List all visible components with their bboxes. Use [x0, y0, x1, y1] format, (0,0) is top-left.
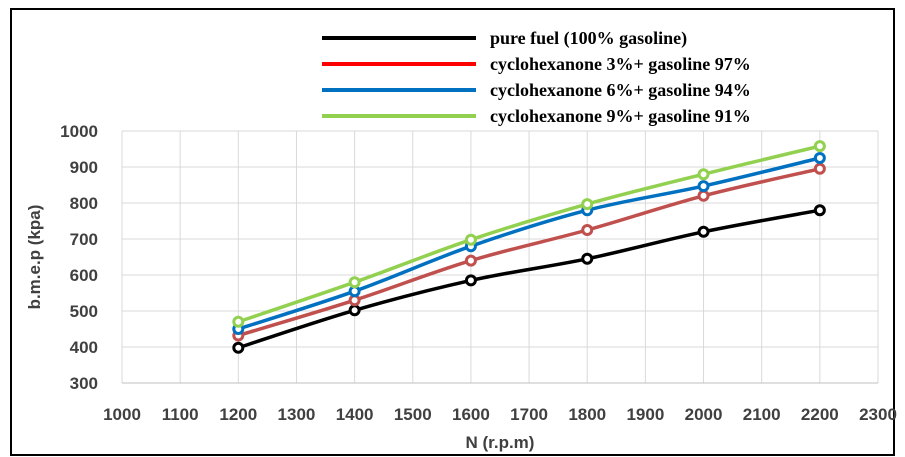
y-tick-label: 700 [70, 230, 98, 249]
x-tick-label: 1500 [394, 405, 432, 424]
data-point [464, 274, 477, 287]
x-tick-label: 1100 [162, 405, 199, 424]
x-tick-label: 2000 [685, 405, 723, 424]
y-tick-label: 400 [70, 338, 98, 357]
series-line-3 [237, 156, 821, 331]
y-axis-title: b.m.e.p (kpa) [25, 205, 44, 310]
legend-label: pure fuel (100% gasoline) [490, 28, 687, 49]
legend: pure fuel (100% gasoline) cyclohexanone 3… [322, 28, 751, 126]
data-point [697, 189, 710, 202]
legend-label: cyclohexanone 9%+ gasoline 91% [490, 106, 751, 126]
data-point [581, 198, 594, 211]
data-point [464, 233, 477, 246]
plot-series [232, 140, 826, 354]
x-tick-label: 2100 [743, 405, 781, 424]
series-line-4 [237, 144, 821, 324]
data-point [697, 225, 710, 238]
data-point [813, 162, 826, 175]
x-tick-label: 1900 [626, 405, 664, 424]
x-tick-label: 2200 [801, 405, 839, 424]
y-tick-label: 600 [70, 266, 98, 285]
x-tick-label: 2300 [859, 405, 897, 424]
chart-frame [10, 8, 895, 456]
legend-label: cyclohexanone 3%+ gasoline 97% [490, 54, 751, 74]
data-point [232, 315, 245, 328]
x-tick-label: 1200 [219, 405, 257, 424]
x-axis-title: N (r.p.m) [466, 433, 535, 452]
legend-label: cyclohexanone 6%+ gasoline 94% [490, 80, 751, 100]
y-tick-label: 800 [70, 194, 98, 213]
x-tick-label: 1700 [510, 405, 548, 424]
x-tick-label: 1300 [278, 405, 316, 424]
data-point [697, 168, 710, 181]
y-tick-label: 900 [70, 158, 98, 177]
data-point [813, 140, 826, 153]
axes: 300 400 500 600 700 800 900 1000 1000 1100 1200 130… [60, 122, 897, 424]
data-point [348, 276, 361, 289]
data-point [813, 152, 826, 164]
x-tick-label: 1000 [103, 405, 141, 424]
y-tick-label: 300 [70, 374, 98, 393]
data-point [464, 254, 477, 267]
series-line-1 [237, 208, 821, 350]
x-tick-label: 1600 [452, 405, 490, 424]
data-point [581, 224, 594, 236]
data-point [348, 304, 361, 317]
data-point [232, 341, 245, 354]
y-tick-label: 500 [70, 302, 98, 321]
data-point [813, 204, 826, 217]
series-line-2 [237, 167, 821, 338]
y-tick-label: 1000 [60, 122, 98, 141]
data-point [581, 252, 594, 265]
data-point [697, 180, 710, 193]
x-tick-label: 1800 [568, 405, 606, 424]
x-tick-label: 1400 [336, 405, 374, 424]
